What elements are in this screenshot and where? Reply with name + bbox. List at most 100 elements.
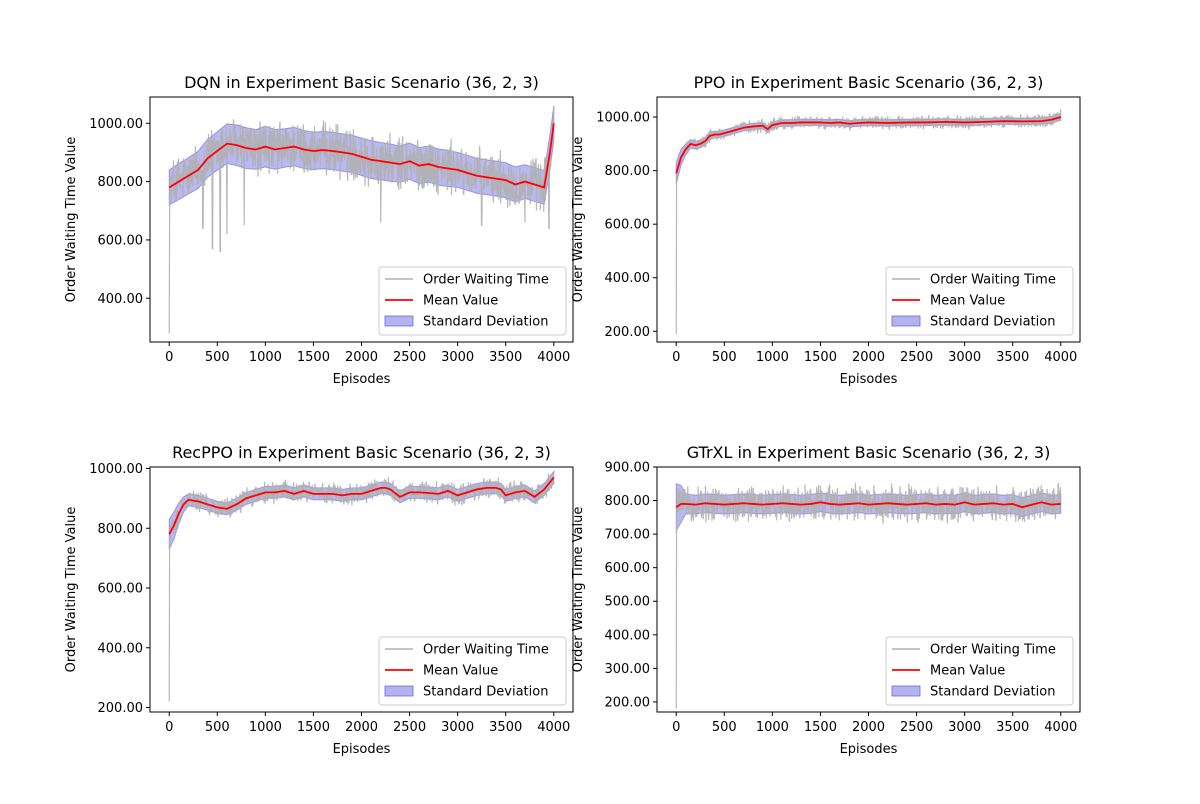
y-tick-label: 800.00	[98, 175, 144, 190]
x-tick-label: 0	[672, 350, 680, 365]
x-tick-label: 500	[712, 720, 737, 735]
x-axis-label: Episodes	[840, 372, 898, 387]
chart-panel-2: 0 500 1000 1500 2000 2500 3000 3500 4000 200.00 40…	[571, 73, 1081, 387]
mean-series-line	[168, 123, 555, 189]
x-tick-label: 2500	[393, 720, 426, 735]
legend-label: Standard Deviation	[930, 315, 1055, 330]
x-tick-label: 3500	[996, 720, 1029, 735]
x-tick-label: 0	[672, 720, 680, 735]
chart-panel-3: 0 500 1000 1500 2000 2500 3000 3500 4000 200.00 40…	[64, 443, 574, 757]
y-tick-label: 600.00	[98, 582, 144, 597]
legend-label: Order Waiting Time	[930, 643, 1056, 658]
y-tick-label: 1000.00	[89, 117, 143, 132]
y-tick-label: 200.00	[605, 325, 651, 340]
x-tick-label: 1500	[804, 720, 837, 735]
raw-series-line	[675, 109, 1062, 334]
legend-swatch-std	[891, 315, 921, 327]
mean-series-line	[675, 116, 1062, 174]
legend-label: Standard Deviation	[423, 685, 548, 700]
legend-label: Standard Deviation	[930, 685, 1055, 700]
x-tick-label: 1000	[756, 350, 789, 365]
x-tick-label: 1500	[297, 350, 330, 365]
y-tick-label: 600.00	[605, 561, 651, 576]
legend-label: Standard Deviation	[423, 315, 548, 330]
x-tick-label: 0	[165, 720, 173, 735]
y-tick-label: 800.00	[605, 164, 651, 179]
y-tick-label: 1000.00	[596, 111, 650, 126]
raw-series-line	[168, 105, 555, 334]
x-tick-label: 2000	[852, 350, 885, 365]
legend-swatch-std	[384, 685, 414, 697]
chart-panel-1: 0 500 1000 1500 2000 2500 3000 3500 4000 400.00 60…	[64, 73, 574, 387]
x-tick-label: 1000	[249, 350, 282, 365]
y-axis-label: Order Waiting Time Value	[64, 137, 79, 303]
x-tick-label: 1000	[249, 720, 282, 735]
x-tick-label: 2500	[393, 350, 426, 365]
x-tick-label: 4000	[1044, 720, 1077, 735]
legend: Order Waiting Time Mean Value Standard Dev…	[378, 636, 567, 706]
y-tick-label: 800.00	[605, 494, 651, 509]
y-tick-label: 700.00	[605, 528, 651, 543]
legend-label: Order Waiting Time	[423, 273, 549, 288]
raw-series-line	[675, 482, 1062, 709]
y-tick-label: 900.00	[605, 461, 651, 476]
chart-title: RecPPO in Experiment Basic Scenario (36,…	[172, 443, 551, 462]
x-tick-label: 3500	[489, 350, 522, 365]
x-tick-label: 500	[205, 350, 230, 365]
chart-title: PPO in Experiment Basic Scenario (36, 2,…	[694, 73, 1044, 92]
y-axis-label: Order Waiting Time Value	[571, 137, 586, 303]
y-axis-label: Order Waiting Time Value	[64, 507, 79, 673]
y-tick-label: 400.00	[98, 641, 144, 656]
mean-series-line	[675, 501, 1061, 509]
plot-area	[675, 482, 1062, 709]
y-tick-label: 500.00	[605, 595, 651, 610]
legend-label: Mean Value	[930, 664, 1005, 679]
y-tick-label: 800.00	[98, 522, 144, 537]
y-tick-label: 400.00	[605, 628, 651, 643]
y-tick-label: 200.00	[605, 695, 651, 710]
x-tick-label: 3000	[948, 350, 981, 365]
legend-label: Order Waiting Time	[423, 643, 549, 658]
plot-area	[168, 470, 555, 702]
x-tick-label: 2000	[345, 350, 378, 365]
legend-label: Order Waiting Time	[930, 273, 1056, 288]
x-tick-label: 3000	[441, 350, 474, 365]
x-tick-label: 4000	[537, 350, 570, 365]
x-tick-label: 3500	[489, 720, 522, 735]
legend-swatch-std	[384, 315, 414, 327]
x-tick-label: 1000	[756, 720, 789, 735]
x-tick-label: 500	[205, 720, 230, 735]
x-tick-label: 2000	[345, 720, 378, 735]
plot-area	[675, 109, 1062, 334]
y-tick-label: 400.00	[605, 271, 651, 286]
legend-label: Mean Value	[423, 664, 498, 679]
x-tick-label: 4000	[1044, 350, 1077, 365]
x-axis-label: Episodes	[840, 742, 898, 757]
chart-title: GTrXL in Experiment Basic Scenario (36, …	[687, 443, 1051, 462]
legend-box	[885, 636, 1074, 706]
x-axis-label: Episodes	[333, 742, 391, 757]
chart-title: DQN in Experiment Basic Scenario (36, 2,…	[184, 73, 539, 92]
legend: Order Waiting Time Mean Value Standard Dev…	[378, 266, 567, 336]
y-tick-label: 1000.00	[89, 462, 143, 477]
x-tick-label: 0	[165, 350, 173, 365]
y-axis-label: Order Waiting Time Value	[571, 507, 586, 673]
legend: Order Waiting Time Mean Value Standard Dev…	[885, 266, 1074, 336]
legend-box	[378, 266, 567, 336]
x-tick-label: 3500	[996, 350, 1029, 365]
x-tick-label: 4000	[537, 720, 570, 735]
y-tick-label: 600.00	[98, 233, 144, 248]
legend-label: Mean Value	[930, 294, 1005, 309]
mean-series-line	[168, 476, 555, 535]
legend-swatch-std	[891, 685, 921, 697]
y-tick-label: 400.00	[98, 292, 144, 307]
legend-box	[885, 266, 1074, 336]
x-tick-label: 1500	[297, 720, 330, 735]
plot-area	[168, 105, 555, 334]
y-tick-label: 200.00	[98, 701, 144, 716]
x-tick-label: 3000	[948, 720, 981, 735]
x-tick-label: 2500	[900, 350, 933, 365]
x-tick-label: 2500	[900, 720, 933, 735]
